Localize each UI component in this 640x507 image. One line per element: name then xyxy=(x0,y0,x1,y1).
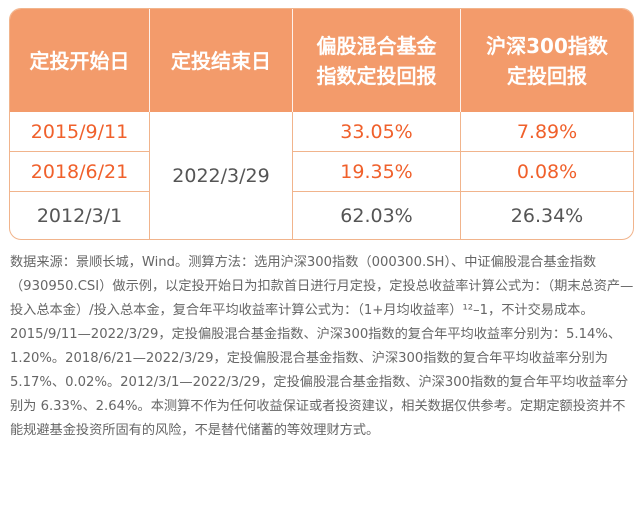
row2-hs300-return: 0.08% xyxy=(516,160,578,183)
row2-mixed-return: 19.35% xyxy=(340,160,413,183)
row1-start-date: 2015/9/11 xyxy=(30,120,129,143)
row1-hs300-return: 7.89% xyxy=(516,120,578,143)
row2-start-date: 2018/6/21 xyxy=(30,160,129,183)
row3-mixed-return: 62.03% xyxy=(340,204,413,227)
row3-hs300-return: 26.34% xyxy=(510,204,584,227)
footnote-text: 数据来源：景顺长城，Wind。测算方法：选用沪深300指数（000300.SH）… xyxy=(10,255,634,438)
header-mixed-fund-return: 偏股混合基金 指数定投回报 xyxy=(316,33,437,88)
header-start-date: 定投开始日 xyxy=(29,48,130,73)
row3-start-date: 2012/3/1 xyxy=(36,204,123,227)
returns-table: 定投开始日 定投结束日 偏股混合基金 指数定投回报 沪深300指数 定投回报 2… xyxy=(9,8,634,240)
table-header: 定投开始日 定投结束日 偏股混合基金 指数定投回报 沪深300指数 定投回报 xyxy=(10,9,633,112)
header-hs300-return: 沪深300指数 定投回报 xyxy=(486,33,608,88)
end-date-cell: 2022/3/29 xyxy=(172,164,270,187)
header-end-date: 定投结束日 xyxy=(171,48,271,73)
row1-mixed-return: 33.05% xyxy=(340,120,413,143)
